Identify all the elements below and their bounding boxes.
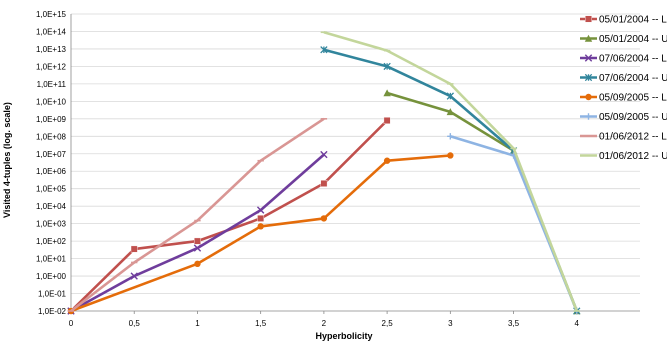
x-tick-label: 4 — [575, 319, 580, 328]
legend-label: 01/06/2012 -- LE — [599, 132, 667, 143]
y-tick-label: 1,0E+10 — [36, 97, 67, 106]
legend-swatch-marker — [584, 34, 593, 42]
x-axis-title: Hyperbolicity — [315, 331, 372, 341]
series-7 — [67, 117, 328, 313]
legend-label: 01/06/2012 -- UI — [599, 151, 667, 162]
legend-entry: 05/01/2004 -- LE — [580, 15, 667, 26]
data-point — [194, 260, 201, 268]
legend-label: 05/01/2004 -- LE — [599, 15, 667, 26]
y-tick-label: 1,0E-01 — [38, 290, 67, 299]
y-tick-label: 1,0E+14 — [36, 27, 67, 36]
legend-entry: 01/06/2012 -- UI — [580, 151, 667, 162]
data-point — [320, 180, 328, 187]
legend-entry: 05/09/2005 -- UI — [580, 112, 667, 123]
legend-swatch-marker — [585, 15, 592, 23]
legend-label: 05/01/2004 -- UI — [599, 34, 667, 45]
legend-entry: 05/01/2004 -- UI — [580, 34, 667, 45]
data-point — [446, 108, 455, 116]
y-tick-label: 1,0E+09 — [36, 115, 67, 124]
gridlines — [71, 13, 640, 294]
x-tick-label: 1 — [195, 319, 200, 328]
legend-swatch-marker — [585, 113, 592, 120]
y-tick-label: 1,0E+02 — [36, 237, 67, 246]
data-point — [130, 272, 138, 280]
data-point — [447, 152, 454, 159]
series-8 — [320, 31, 580, 312]
data-point — [320, 150, 328, 159]
legend-swatch-marker — [584, 54, 593, 62]
y-tick-label: 1,0E+15 — [36, 10, 67, 19]
legend-label: 05/09/2005 -- UI — [599, 112, 667, 123]
y-tick-label: 1,0E+03 — [36, 220, 67, 229]
legend-label: 05/09/2005 -- LE — [599, 93, 667, 104]
y-tick-label: 1,0E+05 — [36, 185, 67, 194]
data-point — [383, 89, 391, 97]
y-tick-label: 1,0E+08 — [36, 132, 67, 141]
tick-labels: 1,0E-02 1,0E-01 1,0E+00 1,0E+01 1,0E+02 1,0E+… — [36, 10, 580, 328]
series-3 — [67, 150, 328, 315]
data-point — [193, 244, 202, 252]
data-point — [383, 157, 391, 164]
data-point — [383, 62, 391, 71]
series-line — [70, 154, 451, 313]
x-tick-label: 0,5 — [129, 319, 141, 328]
legend: 05/01/2004 -- LE 05/01/2004 -- UI 07/06/20… — [580, 15, 667, 162]
data-point — [194, 237, 201, 245]
x-tick-label: 2,5 — [382, 319, 394, 328]
legend-swatch-marker — [584, 73, 593, 82]
y-tick-label: 1,0E+13 — [36, 45, 67, 54]
data-point — [320, 215, 328, 222]
data-point — [446, 92, 454, 100]
x-tick-label: 1,5 — [255, 319, 267, 328]
legend-label: 07/06/2004 -- LE — [599, 54, 667, 65]
legend-swatch-marker — [585, 93, 592, 101]
legend-label: 07/06/2004 -- UI — [599, 73, 667, 84]
x-tick-label: 2 — [322, 319, 327, 328]
x-tick-label: 3 — [448, 319, 453, 328]
x-tick-label: 3,5 — [508, 319, 520, 328]
y-tick-label: 1,0E+12 — [36, 62, 67, 71]
legend-entry: 05/09/2005 -- LE — [580, 93, 667, 104]
data-point — [130, 245, 138, 253]
legend-entry: 01/06/2012 -- LE — [580, 132, 667, 143]
x-tick-label: 0 — [69, 319, 74, 328]
y-tick-label: 1,0E+01 — [36, 255, 67, 264]
y-tick-label: 1,0E+11 — [37, 80, 67, 89]
y-tick-label: 1,0E+04 — [36, 202, 67, 211]
y-axis-title: Visited 4-tuples (log. scale) — [2, 102, 12, 218]
legend-entry: 07/06/2004 -- UI — [580, 73, 667, 84]
y-tick-label: 1,0E+07 — [36, 150, 67, 159]
data-point — [383, 117, 391, 124]
data-point — [256, 206, 265, 214]
data-point — [257, 214, 265, 222]
y-tick-label: 1,0E+00 — [36, 272, 67, 281]
legend-entry: 07/06/2004 -- LE — [580, 54, 667, 65]
y-tick-label: 1,0E+06 — [36, 167, 67, 176]
series-layer — [67, 31, 581, 315]
data-point — [257, 223, 264, 230]
data-point — [320, 46, 328, 54]
data-point — [447, 133, 454, 140]
y-tick-label: 1,0E-02 — [38, 307, 67, 316]
